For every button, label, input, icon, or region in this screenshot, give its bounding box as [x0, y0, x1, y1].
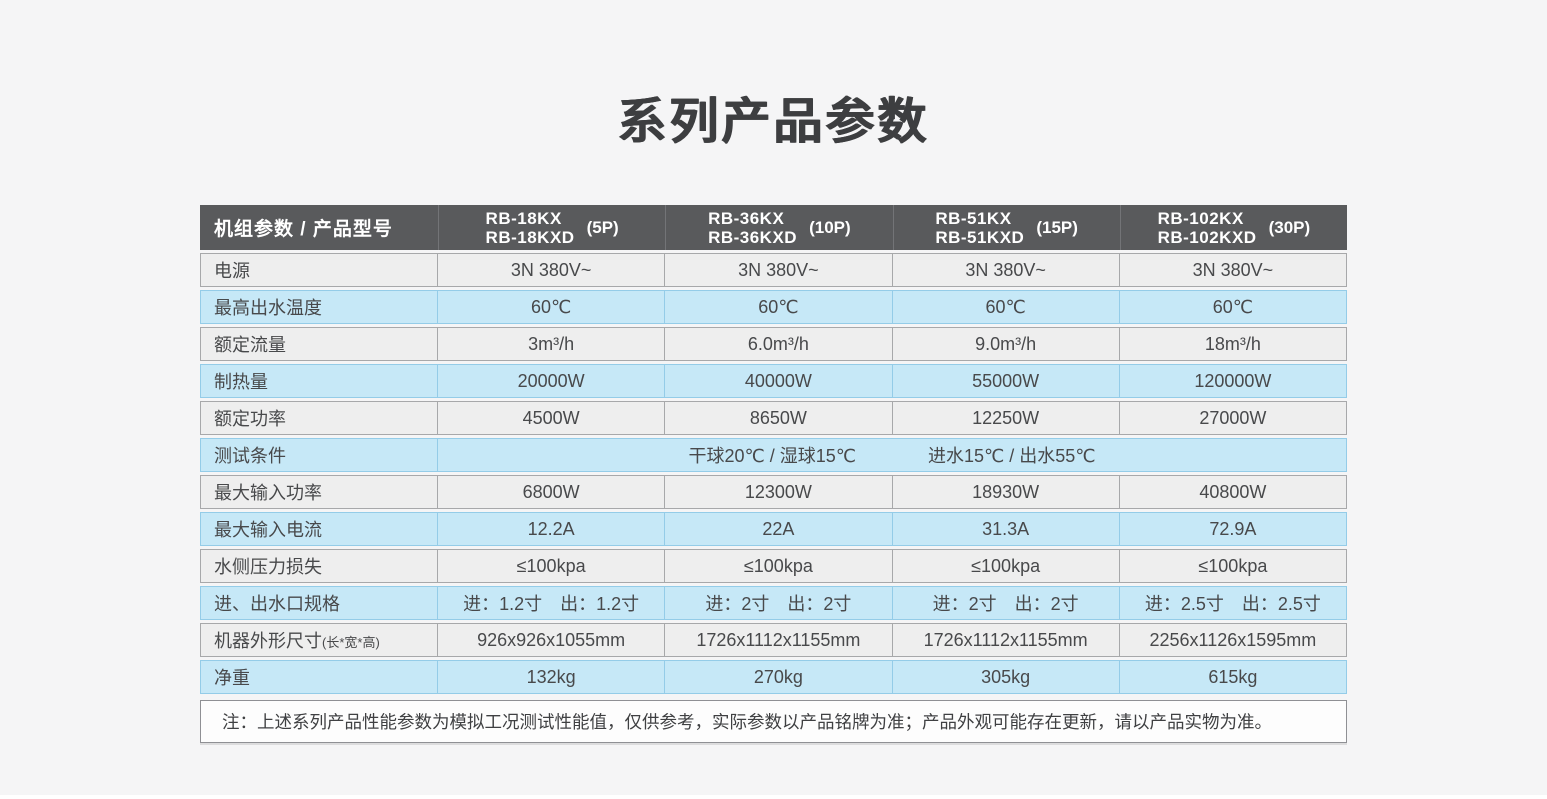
spec-value-cell: 6800W [438, 475, 666, 509]
spec-value-cell: 18930W [892, 475, 1120, 509]
table-row-rated-power: 额定功率 4500W 8650W 12250W 27000W [200, 401, 1347, 435]
row-label: 电源 [200, 253, 438, 287]
spec-value-cell: 615kg [1119, 660, 1347, 694]
model-line-1: RB-102KX [1157, 208, 1244, 228]
spec-value-cell: 12.2A [438, 512, 666, 546]
model-line-1: RB-51KX [935, 208, 1012, 228]
header-corner-cell: 机组参数 / 产品型号 [200, 205, 438, 250]
model-header-cell: RB-51KX RB-51KXD (15P) [892, 205, 1120, 250]
spec-value-cell: 进：2.5寸 出：2.5寸 [1119, 586, 1347, 620]
spec-value-cell: 60℃ [1119, 290, 1347, 324]
spec-value-cell: 27000W [1119, 401, 1347, 435]
spec-value-cell: 120000W [1119, 364, 1347, 398]
model-header-cell: RB-18KX RB-18KXD (5P) [438, 205, 666, 250]
table-header-row: 机组参数 / 产品型号 RB-18KX RB-18KXD (5P) RB-36K… [200, 205, 1347, 250]
note-text: 注：上述系列产品性能参数为模拟工况测试性能值，仅供参考，实际参数以产品铭牌为准；… [222, 712, 1272, 732]
spec-value-cell: 进：1.2寸 出：1.2寸 [438, 586, 666, 620]
spec-value-cell: 进：2寸 出：2寸 [892, 586, 1120, 620]
row-label: 最大输入电流 [200, 512, 438, 546]
row-label: 进、出水口规格 [200, 586, 438, 620]
table-row-max-input-current: 最大输入电流 12.2A 22A 31.3A 72.9A [200, 512, 1347, 546]
spec-value-cell: 40800W [1119, 475, 1347, 509]
table-row-heating-capacity: 制热量 20000W 40000W 55000W 120000W [200, 364, 1347, 398]
row-label: 最高出水温度 [200, 290, 438, 324]
row-label: 测试条件 [200, 438, 438, 472]
spec-value-cell: 3m³/h [438, 327, 666, 361]
row-label: 最大输入功率 [200, 475, 438, 509]
table-row-max-outlet-temp: 最高出水温度 60℃ 60℃ 60℃ 60℃ [200, 290, 1347, 324]
spec-value-cell: 3N 380V~ [892, 253, 1120, 287]
table-row-power-supply: 电源 3N 380V~ 3N 380V~ 3N 380V~ 3N 380V~ [200, 253, 1347, 287]
spec-value-cell: ≤100kpa [892, 549, 1120, 583]
model-hp-badge: (15P) [1036, 217, 1078, 237]
spec-value-cell: 1726x1112x1155mm [665, 623, 893, 657]
spec-value-cell: ≤100kpa [438, 549, 666, 583]
spec-value-cell: 60℃ [892, 290, 1120, 324]
spec-value-cell: 31.3A [892, 512, 1120, 546]
spec-value-cell: 1726x1112x1155mm [892, 623, 1120, 657]
row-label: 额定功率 [200, 401, 438, 435]
table-row-rated-flow: 额定流量 3m³/h 6.0m³/h 9.0m³/h 18m³/h [200, 327, 1347, 361]
table-row-max-input-power: 最大输入功率 6800W 12300W 18930W 40800W [200, 475, 1347, 509]
spec-value-cell: 72.9A [1119, 512, 1347, 546]
model-line-1: RB-36KX [708, 208, 785, 228]
merged-test-conditions-cell: 干球20℃ / 湿球15℃ 进水15℃ / 出水55℃ [438, 438, 1347, 472]
row-label: 制热量 [200, 364, 438, 398]
model-hp-badge: (5P) [586, 217, 619, 237]
spec-value-cell: 18m³/h [1119, 327, 1347, 361]
spec-value-cell: 8650W [665, 401, 893, 435]
spec-value-cell: 3N 380V~ [438, 253, 666, 287]
table-row-test-conditions: 测试条件 干球20℃ / 湿球15℃ 进水15℃ / 出水55℃ [200, 438, 1347, 472]
test-condition-water-in-out: 进水15℃ / 出水55℃ [928, 446, 1096, 466]
table-row-machine-dimensions: 机器外形尺寸(长*宽*高) 926x926x1055mm 1726x1112x1… [200, 623, 1347, 657]
page-title: 系列产品参数 [617, 95, 930, 149]
row-label: 水侧压力损失 [200, 549, 438, 583]
spec-value-cell: 3N 380V~ [665, 253, 893, 287]
spec-value-cell: 305kg [892, 660, 1120, 694]
model-line-2: RB-18KXD [485, 227, 575, 247]
row-label-suffix: (长*宽*高) [322, 635, 380, 650]
table-row-inlet-outlet-size: 进、出水口规格 进：1.2寸 出：1.2寸 进：2寸 出：2寸 进：2寸 出：2… [200, 586, 1347, 620]
row-label: 额定流量 [200, 327, 438, 361]
spec-value-cell: 132kg [438, 660, 666, 694]
spec-value-cell: 3N 380V~ [1119, 253, 1347, 287]
spec-value-cell: 60℃ [665, 290, 893, 324]
bottom-strip [0, 795, 1547, 799]
page-content: 系列产品参数 机组参数 / 产品型号 RB-18KX RB-18KXD (5P) [200, 0, 1347, 743]
spec-value-cell: 20000W [438, 364, 666, 398]
row-label: 净重 [200, 660, 438, 694]
spec-value-cell: 4500W [438, 401, 666, 435]
row-label: 机器外形尺寸(长*宽*高) [200, 623, 438, 657]
spec-value-cell: ≤100kpa [1119, 549, 1347, 583]
spec-value-cell: 2256x1126x1595mm [1119, 623, 1347, 657]
spec-value-cell: ≤100kpa [665, 549, 893, 583]
row-label-main: 机器外形尺寸 [214, 631, 322, 651]
spec-value-cell: 进：2寸 出：2寸 [665, 586, 893, 620]
spec-value-cell: 60℃ [438, 290, 666, 324]
spec-value-cell: 6.0m³/h [665, 327, 893, 361]
spec-value-cell: 12250W [892, 401, 1120, 435]
spec-value-cell: 40000W [665, 364, 893, 398]
spec-table: 机组参数 / 产品型号 RB-18KX RB-18KXD (5P) RB-36K… [200, 202, 1347, 697]
model-header-cell: RB-102KX RB-102KXD (30P) [1119, 205, 1347, 250]
spec-value-cell: 55000W [892, 364, 1120, 398]
table-row-water-pressure-loss: 水侧压力损失 ≤100kpa ≤100kpa ≤100kpa ≤100kpa [200, 549, 1347, 583]
spec-value-cell: 270kg [665, 660, 893, 694]
table-row-net-weight: 净重 132kg 270kg 305kg 615kg [200, 660, 1347, 694]
model-hp-badge: (10P) [809, 217, 851, 237]
model-line-2: RB-102KXD [1157, 227, 1257, 247]
spec-value-cell: 12300W [665, 475, 893, 509]
spec-value-cell: 22A [665, 512, 893, 546]
model-line-2: RB-36KXD [708, 227, 798, 247]
note-box: 注：上述系列产品性能参数为模拟工况测试性能值，仅供参考，实际参数以产品铭牌为准；… [200, 700, 1347, 743]
model-line-1: RB-18KX [485, 208, 562, 228]
spec-value-cell: 926x926x1055mm [438, 623, 666, 657]
model-header-cell: RB-36KX RB-36KXD (10P) [665, 205, 893, 250]
spec-value-cell: 9.0m³/h [892, 327, 1120, 361]
test-condition-dry-wet-bulb: 干球20℃ / 湿球15℃ [688, 446, 856, 466]
model-hp-badge: (30P) [1268, 217, 1311, 237]
model-line-2: RB-51KXD [935, 227, 1025, 247]
